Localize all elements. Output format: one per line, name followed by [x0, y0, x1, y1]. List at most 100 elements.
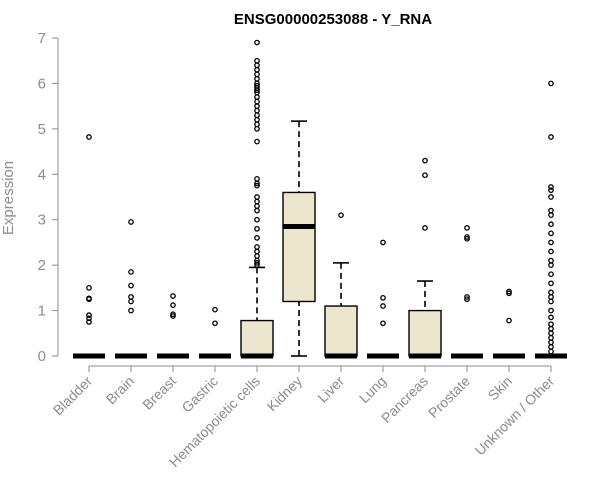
outlier-point	[506, 288, 512, 295]
outlier-point	[128, 219, 134, 225]
outlier-point	[170, 313, 176, 319]
outlier-point	[548, 248, 554, 255]
outlier-point	[254, 194, 260, 200]
outlier-point	[86, 319, 92, 325]
outlier-point	[464, 234, 470, 240]
x-tick-label: Kidney	[264, 373, 306, 415]
outlier-point	[170, 311, 176, 318]
outlier-point	[506, 317, 512, 324]
outlier-point	[254, 203, 260, 209]
outlier-point	[86, 134, 92, 140]
outlier-point	[548, 325, 554, 332]
iqr-box	[282, 191, 316, 303]
outlier-point	[254, 180, 260, 187]
outlier-point	[254, 182, 260, 189]
outlier-point	[548, 134, 554, 140]
y-tick-label: 5	[38, 121, 46, 138]
outlier-point	[548, 344, 554, 350]
outlier-point	[128, 298, 134, 305]
outlier-point	[464, 294, 470, 300]
outlier-point	[254, 175, 260, 182]
outlier-point	[254, 62, 260, 69]
outlier-point	[254, 87, 260, 94]
outlier-point	[212, 306, 218, 313]
outlier-point	[548, 184, 554, 190]
outlier-point	[254, 248, 260, 255]
outlier-point	[548, 212, 554, 219]
outlier-point	[464, 225, 470, 231]
outlier-point	[548, 307, 554, 314]
outlier-point	[254, 207, 260, 214]
y-tick-label: 2	[38, 257, 46, 274]
outlier-point	[212, 320, 218, 327]
outlier-point	[170, 293, 176, 299]
iqr-box	[240, 319, 274, 357]
outlier-point	[254, 262, 260, 268]
outlier-point	[254, 116, 260, 123]
outlier-point	[548, 187, 554, 194]
outlier-point	[506, 290, 512, 297]
box-skin	[493, 288, 525, 359]
outlier-point	[128, 282, 134, 289]
outlier-point	[128, 307, 134, 314]
outlier-point	[548, 334, 554, 341]
outlier-point	[254, 107, 260, 114]
x-tick-label: Bladder	[50, 373, 96, 419]
outlier-point	[380, 295, 386, 301]
outlier-point	[254, 235, 260, 241]
box-pancreas	[408, 157, 442, 359]
outlier-point	[128, 294, 134, 300]
x-tick-label: Liver	[314, 373, 347, 406]
x-tick-label: Unknown / Other	[472, 373, 558, 459]
outlier-point	[86, 312, 92, 318]
x-tick-label: Skin	[485, 373, 516, 404]
outlier-point	[254, 198, 260, 205]
outlier-point	[254, 39, 260, 46]
outlier-point	[254, 260, 260, 266]
y-tick-label: 4	[38, 166, 46, 183]
outlier-point	[170, 302, 176, 308]
outlier-point	[548, 221, 554, 228]
y-tick-label: 6	[38, 75, 46, 92]
outlier-point	[254, 244, 260, 250]
outlier-point	[86, 315, 92, 322]
outlier-point	[380, 239, 386, 246]
outlier-point	[548, 80, 554, 87]
outlier-point	[254, 126, 260, 132]
outlier-point	[254, 253, 260, 259]
box-kidney	[282, 120, 316, 357]
outlier-point	[422, 225, 428, 231]
box-breast	[157, 293, 189, 359]
x-tick-label: Brain	[103, 373, 137, 407]
outlier-point	[422, 172, 428, 179]
outlier-point	[548, 314, 554, 321]
box-bladder	[73, 134, 105, 359]
outlier-point	[548, 330, 554, 337]
outlier-point	[548, 257, 554, 264]
y-axis: 0 1 2 3 4 5 6 7	[38, 30, 59, 365]
outlier-point	[464, 296, 470, 303]
outlier-point	[548, 280, 554, 287]
box-hematopoietic-cells	[240, 39, 274, 359]
outlier-point	[548, 321, 554, 328]
outlier-point	[548, 262, 554, 268]
outlier-point	[548, 230, 554, 237]
outlier-point	[254, 103, 260, 109]
outlier-point	[548, 294, 554, 300]
outlier-point	[548, 271, 554, 278]
outlier-point	[254, 98, 260, 105]
x-tick-label: Prostate	[425, 373, 473, 421]
outlier-point	[464, 235, 470, 242]
chart-title: ENSG00000253088 - Y_RNA	[234, 11, 432, 28]
outlier-point	[86, 296, 92, 303]
box-brain	[115, 219, 147, 359]
outlier-point	[128, 269, 134, 275]
x-tick-label: Breast	[139, 373, 179, 413]
outlier-point	[254, 112, 260, 119]
outlier-point	[548, 298, 554, 305]
plot-area	[73, 39, 567, 359]
outlier-point	[548, 339, 554, 346]
y-tick-label: 7	[38, 30, 46, 47]
